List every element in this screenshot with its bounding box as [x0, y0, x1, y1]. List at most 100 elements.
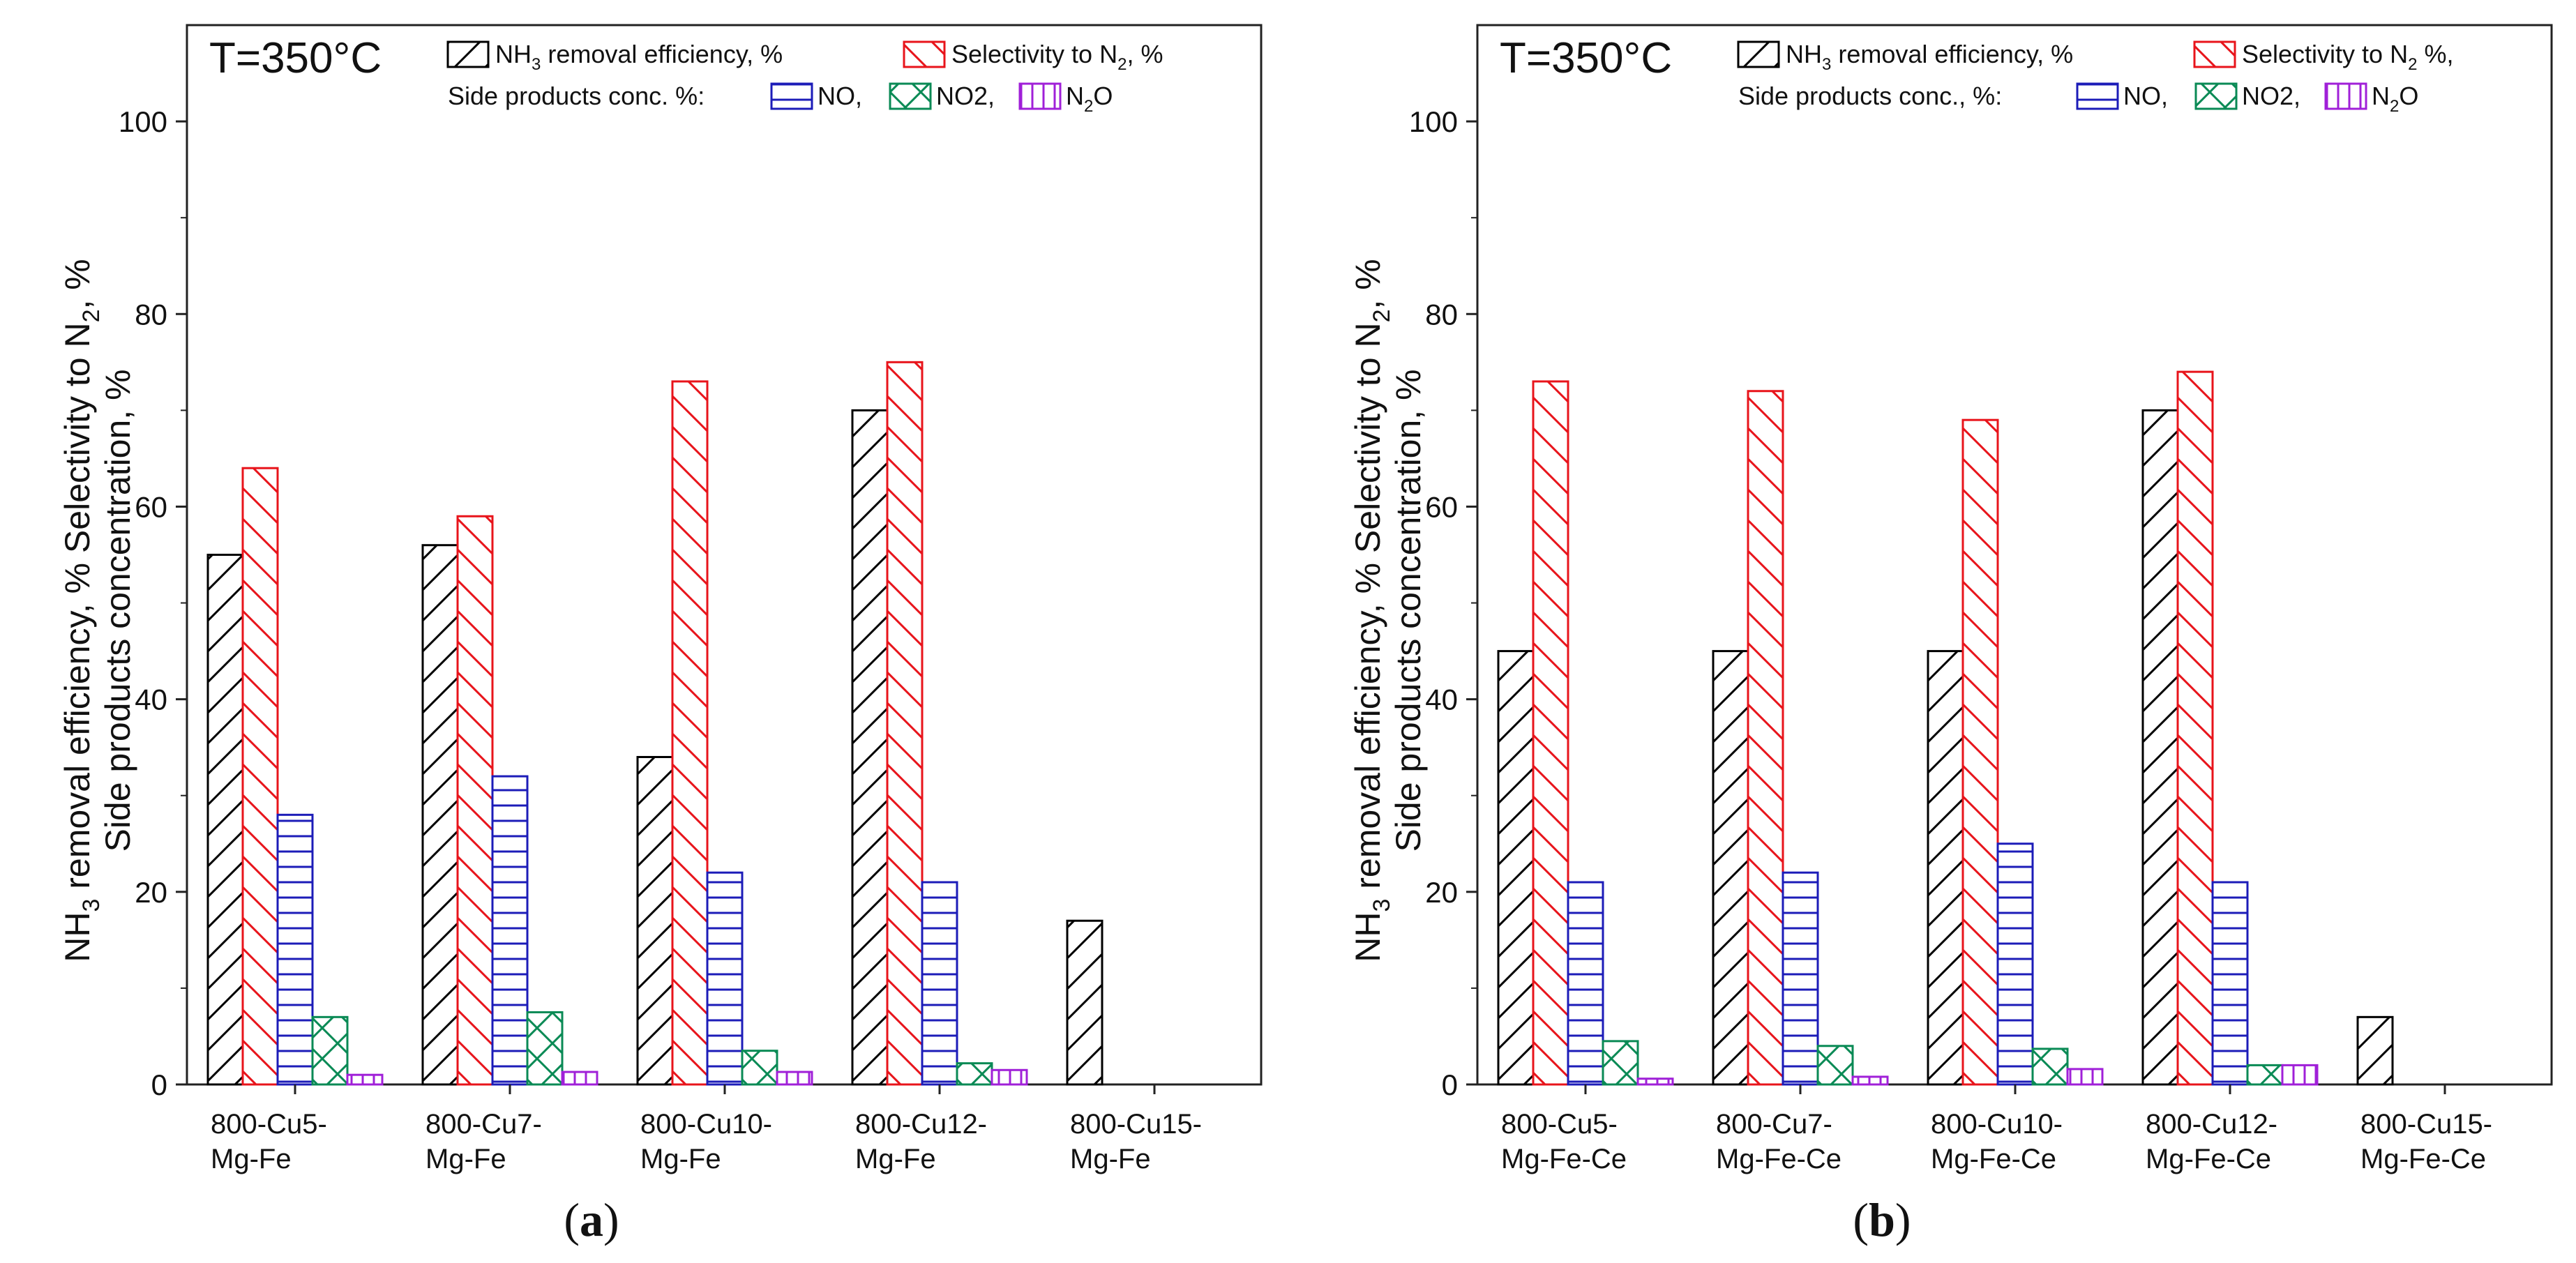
chart-panel-a: 0 20 40 60 80 100 NH3 removal efficiency, % Se…	[58, 24, 1263, 1246]
bar-no-1	[1567, 881, 1604, 1086]
bar-no-4	[2211, 881, 2249, 1086]
bar-n2o-2	[1851, 1075, 1889, 1086]
x-category-label: Mg-Fe	[855, 1144, 936, 1174]
legend-label-no: NO,	[2123, 82, 2168, 110]
x-category-label: 800-Cu10-	[1931, 1109, 2063, 1140]
bar-nh3-4	[2141, 409, 2179, 1086]
x-category-label: Mg-Fe	[1070, 1144, 1151, 1174]
bar-no2-4	[956, 1062, 993, 1086]
panel-label: (b)	[1853, 1193, 1911, 1246]
y-tick-label: 60	[135, 490, 167, 523]
legend-label-selectivity: Selectivity to N2 %,	[2242, 40, 2453, 74]
x-category-label: Mg-Fe-Ce	[2146, 1144, 2271, 1174]
bar-nh3-3	[1927, 650, 1964, 1086]
x-category-label: 800-Cu15-	[1070, 1109, 1202, 1140]
legend-label-n2o: N2O	[2372, 82, 2418, 116]
legend-swatch-selectivity	[903, 40, 946, 68]
x-category-label: Mg-Fe	[425, 1144, 506, 1174]
bar-sel-1	[1532, 380, 1569, 1086]
bar-sel-3	[671, 380, 709, 1086]
legend-label-side-products: Side products conc. %:	[448, 82, 705, 110]
x-category-label: Mg-Fe-Ce	[1716, 1144, 1841, 1174]
legend-label-no: NO,	[818, 82, 862, 110]
legend-label-nh3: NH3 removal efficiency, %	[495, 40, 783, 74]
x-category-label: 800-Cu12-	[855, 1109, 987, 1140]
y-tick-label: 100	[1409, 105, 1458, 138]
bar-n2o-3	[2066, 1068, 2104, 1086]
bar-n2o-1	[1636, 1077, 1674, 1086]
legend-swatch-selectivity	[2193, 40, 2236, 68]
legend-swatch-n2o	[1018, 82, 1062, 110]
bar-no-3	[1996, 842, 2034, 1086]
y-tick-label: 20	[135, 876, 167, 909]
y-tick-label: 80	[135, 298, 167, 331]
bar-nh3-5	[1066, 919, 1104, 1086]
bar-nh3-1	[1497, 650, 1535, 1086]
legend-label-n2o: N2O	[1066, 82, 1113, 116]
x-category-label: 800-Cu10-	[640, 1109, 772, 1140]
legend-swatch-nh3	[1737, 40, 1780, 68]
legend-label-no2: NO2,	[2242, 82, 2300, 110]
x-category-label: 800-Cu7-	[425, 1109, 542, 1140]
y-tick-label: 40	[135, 683, 167, 716]
y-tick-label: 20	[1425, 876, 1458, 909]
bar-nh3-3	[636, 755, 674, 1086]
y-tick-label: 0	[151, 1068, 167, 1101]
bar-n2o-4	[2281, 1064, 2319, 1086]
bar-nh3-2	[421, 544, 459, 1086]
bar-sel-3	[1961, 418, 1999, 1086]
bar-n2o-1	[346, 1073, 384, 1086]
x-category-label: Mg-Fe	[640, 1144, 721, 1174]
bar-sel-2	[1747, 390, 1784, 1086]
bar-n2o-4	[991, 1068, 1028, 1086]
x-category-label: Mg-Fe	[211, 1144, 292, 1174]
temperature-annotation: T=350°C	[1500, 34, 1672, 82]
bar-n2o-2	[561, 1071, 598, 1086]
bar-nh3-1	[206, 554, 244, 1086]
bar-no2-1	[1602, 1040, 1639, 1086]
bar-n2o-3	[776, 1071, 813, 1086]
bar-no2-2	[526, 1011, 564, 1086]
bar-no2-3	[741, 1050, 778, 1086]
y-tick-label: 80	[1425, 298, 1458, 331]
temperature-annotation: T=350°C	[209, 34, 382, 82]
bar-no2-2	[1816, 1045, 1854, 1086]
bar-no2-1	[311, 1015, 349, 1086]
legend-label-no2: NO2,	[936, 82, 995, 110]
legend-label-side-products: Side products conc., %:	[1738, 82, 2002, 110]
bar-no2-3	[2031, 1048, 2069, 1086]
y-axis-label-line2: Side products concentration, %	[1389, 369, 1428, 852]
legend-swatch-no2	[2194, 82, 2238, 110]
bar-nh3-2	[1712, 650, 1749, 1086]
bar-no-2	[491, 775, 529, 1086]
y-tick-label: 0	[1442, 1068, 1458, 1101]
x-category-label: 800-Cu15-	[2360, 1109, 2492, 1140]
bar-sel-4	[886, 361, 924, 1086]
y-axis-label-line1: NH3 removal efficiency, % Selectivity to…	[58, 259, 105, 962]
bar-sel-1	[241, 467, 279, 1086]
legend-swatch-nh3	[446, 40, 490, 68]
legend-label-nh3: NH3 removal efficiency, %	[1786, 40, 2073, 74]
x-category-label: 800-Cu12-	[2146, 1109, 2277, 1140]
y-tick-label: 40	[1425, 683, 1458, 716]
panel-label: (a)	[564, 1193, 619, 1246]
bar-no-4	[921, 881, 958, 1086]
x-category-label: Mg-Fe-Ce	[1931, 1144, 2056, 1174]
legend-label-selectivity: Selectivity to N2, %	[951, 40, 1163, 74]
x-category-label: 800-Cu5-	[211, 1109, 327, 1140]
bar-sel-2	[456, 515, 494, 1086]
x-category-label: Mg-Fe-Ce	[2360, 1144, 2486, 1174]
x-category-label: Mg-Fe-Ce	[1501, 1144, 1627, 1174]
legend-swatch-no2	[889, 82, 932, 110]
x-category-label: 800-Cu7-	[1716, 1109, 1832, 1140]
bar-sel-4	[2176, 370, 2214, 1086]
legend-swatch-no	[2076, 82, 2119, 110]
legend-swatch-n2o	[2324, 82, 2367, 110]
bar-no-3	[706, 871, 744, 1086]
bar-no-2	[1782, 871, 1819, 1086]
y-axis-label-line2: Side products concentration, %	[98, 369, 137, 852]
bar-no2-4	[2246, 1064, 2284, 1086]
legend-swatch-no	[770, 82, 813, 110]
bar-nh3-5	[2356, 1015, 2394, 1086]
